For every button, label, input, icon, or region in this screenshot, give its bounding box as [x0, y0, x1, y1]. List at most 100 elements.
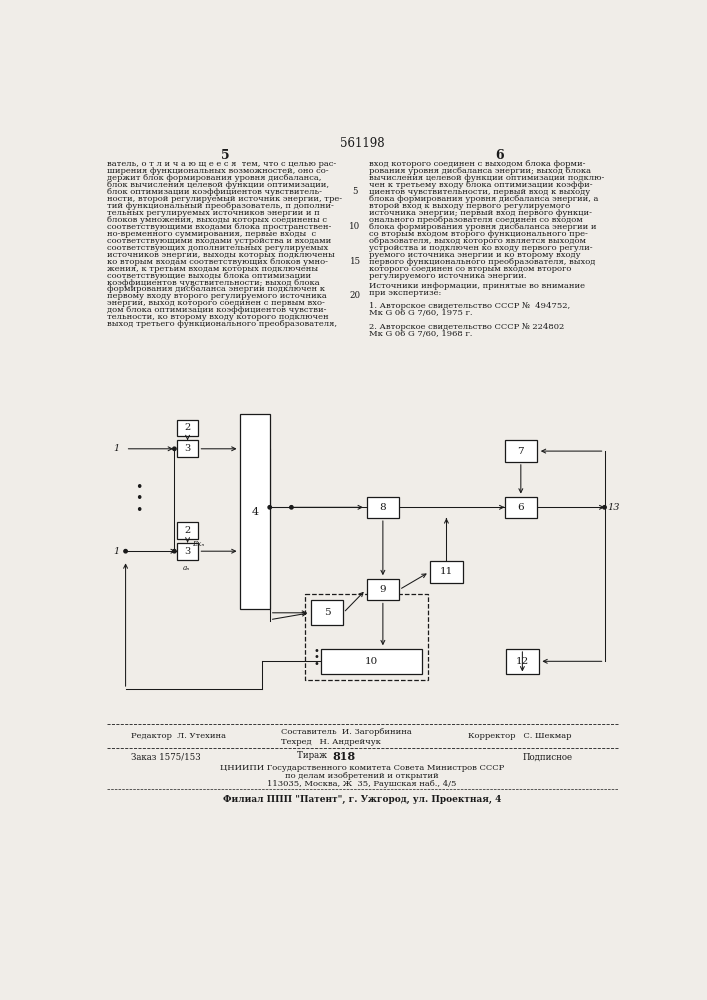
Text: Exₙ: Exₙ: [192, 540, 204, 548]
Text: 12: 12: [515, 657, 529, 666]
Text: •: •: [135, 481, 142, 494]
Text: соответствующими входами устройства и входами: соответствующими входами устройства и вх…: [107, 237, 331, 245]
Text: блок вычисления целевой функции оптимизации,: блок вычисления целевой функции оптимиза…: [107, 181, 329, 189]
Text: Составитель  И. Загорбинина: Составитель И. Загорбинина: [281, 728, 411, 736]
Text: 3: 3: [185, 444, 191, 453]
Text: блока формирования уровня дисбаланса энергии и: блока формирования уровня дисбаланса эне…: [369, 223, 597, 231]
Bar: [367, 579, 399, 600]
Text: соответствующих дополнительных регулируемых: соответствующих дополнительных регулируе…: [107, 244, 328, 252]
Text: коэффициентов чувствительности; выход блока: коэффициентов чувствительности; выход бл…: [107, 279, 320, 287]
Bar: [506, 649, 539, 674]
Text: Техред   Н. Андрейчук: Техред Н. Андрейчук: [281, 738, 380, 746]
Text: второй вход к выходу первого регулируемого: второй вход к выходу первого регулируемо…: [369, 202, 570, 210]
Text: 5: 5: [221, 149, 230, 162]
Text: соответствующими входами блока пространствен-: соответствующими входами блока пространс…: [107, 223, 332, 231]
Bar: [305, 594, 428, 680]
Text: 4: 4: [252, 507, 259, 517]
Text: ЦНИИПИ Государственного комитета Совета Министров СССР: ЦНИИПИ Государственного комитета Совета …: [220, 764, 504, 772]
Bar: [177, 522, 199, 539]
Text: ватель, о т л и ч а ю щ е е с я  тем, что с целью рас-: ватель, о т л и ч а ю щ е е с я тем, что…: [107, 160, 337, 168]
Circle shape: [173, 550, 176, 553]
Text: по делам изобретений и открытий: по делам изобретений и открытий: [285, 772, 439, 780]
Text: первого функционального преобразователя, выход: первого функционального преобразователя,…: [369, 258, 595, 266]
Text: Тираж: Тираж: [297, 751, 332, 760]
Bar: [177, 420, 199, 436]
Text: ширения функциональных возможностей, оно со-: ширения функциональных возможностей, оно…: [107, 167, 329, 175]
Text: 3: 3: [185, 547, 191, 556]
Text: 6: 6: [495, 149, 503, 162]
Text: 6: 6: [518, 503, 524, 512]
Text: 5: 5: [324, 608, 330, 617]
Text: 10: 10: [365, 657, 378, 666]
Circle shape: [124, 550, 127, 553]
Text: первому входу второго регулируемого источника: первому входу второго регулируемого исто…: [107, 292, 327, 300]
Text: ко вторым входам соответствующих блоков умно-: ко вторым входам соответствующих блоков …: [107, 258, 328, 266]
Text: •: •: [135, 504, 142, 517]
Bar: [505, 497, 537, 518]
Bar: [177, 543, 199, 560]
Text: Филиал ППП "Патент", г. Ужгород, ул. Проектная, 4: Филиал ППП "Патент", г. Ужгород, ул. Про…: [223, 795, 501, 804]
Bar: [505, 440, 537, 462]
Text: блока формирования уровня дисбаланса энергии, а: блока формирования уровня дисбаланса эне…: [369, 195, 598, 203]
Text: 561198: 561198: [339, 137, 385, 150]
Text: но-временного суммирования, первые входы  с: но-временного суммирования, первые входы…: [107, 230, 316, 238]
Bar: [430, 561, 462, 583]
Text: 1. Авторское свидетельство СССР №  494752,: 1. Авторское свидетельство СССР № 494752…: [369, 302, 570, 310]
Text: 1: 1: [113, 547, 119, 556]
Text: дом блока оптимизации коэффициентов чувстви-: дом блока оптимизации коэффициентов чувс…: [107, 306, 327, 314]
Text: Мк G 06 G 7/60, 1968 г.: Мк G 06 G 7/60, 1968 г.: [369, 330, 472, 338]
Text: 20: 20: [349, 291, 361, 300]
Text: Редактор  Л. Утехина: Редактор Л. Утехина: [131, 732, 226, 740]
Text: ности, второй регулируемый источник энергии, тре-: ности, второй регулируемый источник энер…: [107, 195, 342, 203]
Text: соответствующие выходы блока оптимизации: соответствующие выходы блока оптимизации: [107, 272, 311, 280]
Text: вход которого соединен с выходом блока форми-: вход которого соединен с выходом блока ф…: [369, 160, 585, 168]
Text: формирования дисбаланса энергии подключен к: формирования дисбаланса энергии подключе…: [107, 285, 325, 293]
Text: образователя, выход которого является выходом: образователя, выход которого является вы…: [369, 237, 586, 245]
Circle shape: [268, 506, 271, 509]
Text: 5: 5: [352, 187, 358, 196]
Bar: [240, 414, 270, 609]
Text: 2: 2: [185, 424, 191, 432]
Bar: [321, 649, 421, 674]
Circle shape: [173, 447, 176, 450]
Text: жения, к третьим входам которых подключены: жения, к третьим входам которых подключе…: [107, 265, 318, 273]
Text: •: •: [135, 492, 142, 505]
Text: источника энергии; первый вход первого функци-: источника энергии; первый вход первого ф…: [369, 209, 592, 217]
Text: циентов чувствительности, первый вход к выходу: циентов чувствительности, первый вход к …: [369, 188, 590, 196]
Text: вычисления целевой функции оптимизации подклю-: вычисления целевой функции оптимизации п…: [369, 174, 604, 182]
Text: держит блок формирования уровня дисбаланса,: держит блок формирования уровня дисбалан…: [107, 174, 322, 182]
Text: •: •: [313, 659, 319, 669]
Text: Источники информации, принятые во внимание: Источники информации, принятые во вниман…: [369, 282, 585, 290]
Text: 7: 7: [518, 447, 524, 456]
Text: 10: 10: [349, 222, 361, 231]
Text: 818: 818: [332, 751, 356, 762]
Text: выход третьего функционального преобразователя,: выход третьего функционального преобразо…: [107, 320, 337, 328]
Bar: [367, 497, 399, 518]
Text: 8: 8: [380, 503, 386, 512]
Bar: [311, 600, 344, 625]
Text: 2. Авторское свидетельство СССР № 224802: 2. Авторское свидетельство СССР № 224802: [369, 323, 564, 331]
Text: Заказ 1575/153: Заказ 1575/153: [131, 753, 201, 762]
Text: при экспертизе:: при экспертизе:: [369, 289, 441, 297]
Text: которого соединен со вторым входом второго: которого соединен со вторым входом второ…: [369, 265, 571, 273]
Text: Мк G 06 G 7/60, 1975 г.: Мк G 06 G 7/60, 1975 г.: [369, 309, 472, 317]
Text: aₙ: aₙ: [182, 564, 189, 572]
Text: 15: 15: [349, 257, 361, 266]
Text: 113035, Москва, Ж  35, Раушская наб., 4/5: 113035, Москва, Ж 35, Раушская наб., 4/5: [267, 780, 457, 788]
Text: тельных регулируемых источников энергии и п: тельных регулируемых источников энергии …: [107, 209, 320, 217]
Text: источников энергии, выходы которых подключены: источников энергии, выходы которых подкл…: [107, 251, 334, 259]
Text: устройства и подключен ко входу первого регули-: устройства и подключен ко входу первого …: [369, 244, 592, 252]
Text: блоков умножения, выходы которых соединены с: блоков умножения, выходы которых соедине…: [107, 216, 327, 224]
Bar: [177, 440, 199, 457]
Text: со вторым входом второго функционального пре-: со вторым входом второго функционального…: [369, 230, 588, 238]
Circle shape: [290, 506, 293, 509]
Circle shape: [603, 506, 606, 509]
Text: 11: 11: [440, 567, 453, 576]
Text: 1: 1: [113, 444, 119, 453]
Text: 2: 2: [185, 526, 191, 535]
Text: чен к третьему входу блока оптимизации коэффи-: чен к третьему входу блока оптимизации к…: [369, 181, 592, 189]
Text: тельности, ко второму входу которого подключен: тельности, ко второму входу которого под…: [107, 313, 329, 321]
Text: энергии, выход которого соединен с первым вхо-: энергии, выход которого соединен с первы…: [107, 299, 325, 307]
Text: руемого источника энергии и ко второму входу: руемого источника энергии и ко второму в…: [369, 251, 580, 259]
Text: Подписное: Подписное: [522, 753, 573, 762]
